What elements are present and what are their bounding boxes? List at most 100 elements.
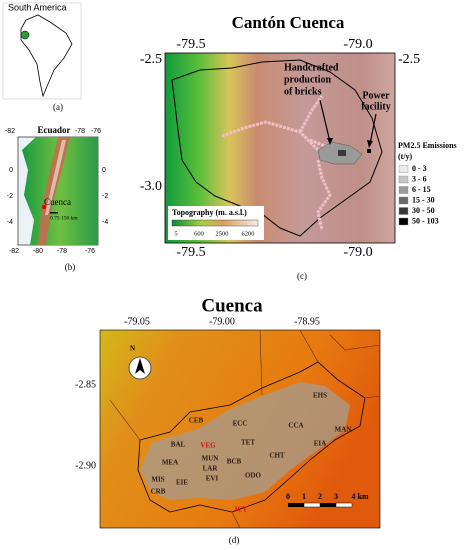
lon-label: -82 xyxy=(5,128,15,135)
legend-tick: 6200 xyxy=(242,230,255,237)
peaks xyxy=(45,140,66,215)
scale-label: 1 xyxy=(302,492,306,501)
site-label: EIE xyxy=(176,479,188,487)
lat-label: 0 xyxy=(102,167,106,174)
site-labels: EHS CEB ECC CCA MAN BAL VEG TET CHT EIA MEA MUN BCB L… xyxy=(151,392,352,514)
urban-hotspot xyxy=(338,150,346,156)
scale-segment xyxy=(303,502,321,508)
axis-labels: -79.5 -79.0 -79.5 -79.0 -2.5 -3.0 -2.5 xyxy=(140,37,420,260)
urban-boundary xyxy=(137,361,366,513)
annotation: Handcrafted xyxy=(284,62,339,73)
legend-label: 3 - 6 xyxy=(412,174,427,183)
legend-title: Topography (m. a.s.l.) xyxy=(172,208,247,217)
topography-ramp xyxy=(171,219,259,227)
ecuador-highlight xyxy=(20,30,30,40)
lat-label: -2.5 xyxy=(398,52,420,67)
annotation: of bricks xyxy=(284,86,322,97)
lat-label: -2 xyxy=(102,193,108,200)
site-label: MUN xyxy=(202,455,219,463)
site-label: CCA xyxy=(288,422,303,430)
annotation: Power xyxy=(362,90,390,101)
lon-label: -80 xyxy=(33,248,43,255)
lon-label: -79.5 xyxy=(176,37,205,52)
panel-title: Cantón Cuenca xyxy=(232,13,345,32)
emission-cells xyxy=(221,95,332,231)
site-label: TET xyxy=(241,439,255,447)
lat-label: 0 xyxy=(9,167,13,174)
lat-label: -4 xyxy=(102,219,108,226)
axis-labels: -82 -78 -76 -82 -80 -78 -76 0 -2 -4 0 -2 -4 xyxy=(5,128,108,255)
annotation: production xyxy=(284,74,331,85)
scale-segment xyxy=(288,503,304,507)
legend-label: 50 - 103 xyxy=(412,216,439,225)
lon-label: -79.05 xyxy=(124,316,150,327)
site-label: VEG xyxy=(200,442,216,450)
site-label: MIS xyxy=(151,476,164,484)
lat-label: -3.0 xyxy=(140,179,162,194)
legend-tick: 2500 xyxy=(216,230,229,237)
scale-label: 2 xyxy=(318,492,322,501)
legend-tick: 5 xyxy=(174,230,177,237)
scale-label: 0 75 150 km xyxy=(50,215,78,221)
axis-labels: -79.05 -79.00 -78.95 -2.85 -2.90 xyxy=(75,316,320,471)
site-label: BCB xyxy=(227,458,242,466)
site-label: EHS xyxy=(313,392,327,400)
site-label: ECC xyxy=(233,420,248,428)
panel-label: (c) xyxy=(297,271,307,281)
annotation: facility xyxy=(361,101,390,112)
lat-label: -2 xyxy=(7,193,13,200)
site-label: MEA xyxy=(162,459,178,467)
site-label: ODO xyxy=(245,472,262,480)
legend-label: 6 - 15 xyxy=(412,185,431,194)
lat-label: -2.85 xyxy=(75,379,96,390)
arrow-head xyxy=(367,140,373,148)
panel-label: (a) xyxy=(53,102,63,112)
legend-swatch xyxy=(398,186,409,194)
scale-label: 3 xyxy=(334,492,338,501)
legend-unit: (t/y) xyxy=(398,152,413,161)
legend-swatch xyxy=(398,165,409,173)
legend-title: PM2.5 Emissions xyxy=(398,141,457,150)
site-label: ICT xyxy=(235,506,248,514)
panel-title: South America xyxy=(8,2,67,12)
canton-boundary xyxy=(171,59,383,237)
lon-label: -76 xyxy=(91,128,101,135)
site-label: CEB xyxy=(189,417,204,425)
lon-label: -78.95 xyxy=(294,316,320,327)
legend-swatch xyxy=(398,217,409,226)
scale-label: 4 km xyxy=(351,492,368,501)
lon-label: -79.0 xyxy=(343,245,372,260)
site-label: CRB xyxy=(151,488,166,496)
site-label: LAR xyxy=(203,465,219,473)
legend-label: 15 - 30 xyxy=(412,195,435,204)
legend-label: 0 - 3 xyxy=(412,164,427,173)
panel-a: South America (a) xyxy=(2,2,82,112)
scale-segment xyxy=(320,503,336,507)
lon-label: -78 xyxy=(57,248,67,255)
lat-label: -2.90 xyxy=(75,460,96,471)
scale-labels: 0 1 2 3 4 km xyxy=(286,492,369,501)
site-label: MAN xyxy=(335,426,352,434)
arrow-head xyxy=(327,138,333,145)
site-label: EVI xyxy=(206,475,219,483)
panel-title: Cuenca xyxy=(201,295,263,316)
urban-area xyxy=(140,382,350,500)
site-label: EIA xyxy=(314,440,326,448)
lon-label: -76 xyxy=(85,248,95,255)
cuenca-point xyxy=(41,204,47,210)
panel-d: Cuenca EHS CEB ECC CCA MAN BAL VEG TET CHT EIA MEA… xyxy=(75,295,381,545)
panel-b: Ecuador Cuenca 0 75 150 km (b) -82 -78 -76… xyxy=(5,125,108,272)
legend-swatch xyxy=(398,207,409,215)
lat-label: -4 xyxy=(7,219,13,226)
lon-label: -79.00 xyxy=(209,316,235,327)
panel-label: (d) xyxy=(229,535,240,545)
scale-segment xyxy=(335,502,353,508)
brick-arrow xyxy=(319,99,331,143)
power-arrow xyxy=(369,113,377,145)
north-arrow-needle xyxy=(135,358,145,374)
panel-label: (b) xyxy=(65,262,76,272)
continent xyxy=(20,14,73,98)
